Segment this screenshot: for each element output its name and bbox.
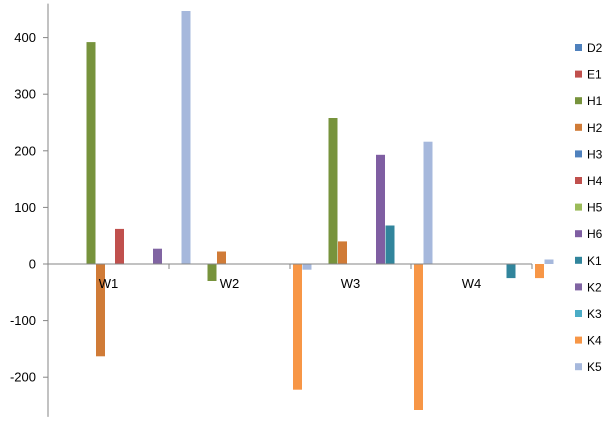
legend-swatch-e1 — [575, 70, 582, 78]
bar-h1-w3 — [328, 118, 338, 264]
bar-k5-w3 — [423, 141, 433, 264]
legend-swatch-k1 — [575, 256, 582, 264]
y-tick-label: 200 — [14, 143, 36, 158]
bar-k1-w3 — [385, 225, 395, 264]
bar-k4-w2 — [293, 264, 302, 390]
legend-label-d2: D2 — [587, 41, 603, 55]
legend-label-h5: H5 — [587, 201, 603, 215]
bar-h4-w1 — [115, 228, 124, 264]
legend-swatch-k2 — [575, 283, 582, 291]
axes: 400 300 200 100 0 -100 -200 W1 W2 W3 W4 — [10, 3, 533, 417]
legend-swatch-h5 — [575, 203, 582, 211]
bar-h2-w1 — [96, 264, 105, 357]
y-tick-label: 0 — [29, 257, 36, 272]
legend-label-k5: K5 — [587, 360, 602, 374]
legend-swatch-k4 — [575, 336, 582, 344]
legend-label-h1: H1 — [587, 94, 603, 108]
x-tick-label-w2: W2 — [220, 276, 240, 291]
legend-label-e1: E1 — [587, 68, 602, 82]
legend-swatch-h6 — [575, 230, 582, 238]
y-tick-label: -100 — [10, 313, 36, 328]
legend-swatch-d2 — [575, 44, 582, 51]
bar-k5-w2 — [302, 264, 312, 270]
legend-swatch-h4 — [575, 177, 582, 184]
bar-k5-w4 — [544, 259, 554, 264]
legend-swatch-h2 — [575, 123, 582, 131]
legend-swatch-h3 — [575, 150, 582, 158]
bar-h6-w3 — [376, 154, 385, 264]
bar-k4-w3 — [414, 264, 423, 410]
y-tick-label: -200 — [10, 370, 36, 385]
x-tick-label-w4: W4 — [462, 276, 482, 291]
legend-swatch-h1 — [575, 97, 582, 105]
bar-k2-w1 — [153, 248, 162, 264]
legend-label-h3: H3 — [587, 147, 603, 161]
legend-swatch-k3 — [575, 310, 582, 317]
legend-label-h4: H4 — [587, 174, 603, 188]
y-tick-label: 100 — [14, 200, 36, 215]
y-tick-label: 300 — [14, 87, 36, 102]
legend: D2 E1 H1 H2 H3 H4 H5 H6 K1 K2 K3 K4 K5 — [575, 41, 603, 374]
bar-h1-w1 — [86, 42, 96, 264]
x-tick-label-w1: W1 — [99, 276, 119, 291]
plot-area — [86, 11, 554, 410]
legend-label-k4: K4 — [587, 334, 602, 348]
bar-k5-w1 — [181, 11, 191, 264]
bar-k4-w4 — [535, 264, 544, 279]
legend-label-k1: K1 — [587, 254, 602, 268]
y-tick-label: 400 — [14, 30, 36, 45]
legend-swatch-k5 — [575, 363, 582, 371]
bar-h2-w3 — [338, 241, 347, 264]
legend-label-k3: K3 — [587, 307, 602, 321]
x-tick-label-w3: W3 — [341, 276, 361, 291]
bar-h2-w2 — [217, 251, 226, 264]
legend-label-h2: H2 — [587, 121, 603, 135]
legend-label-k2: K2 — [587, 280, 602, 294]
bar-h1-w2 — [207, 264, 217, 281]
bar-k1-w4 — [506, 264, 516, 279]
legend-label-h6: H6 — [587, 227, 603, 241]
